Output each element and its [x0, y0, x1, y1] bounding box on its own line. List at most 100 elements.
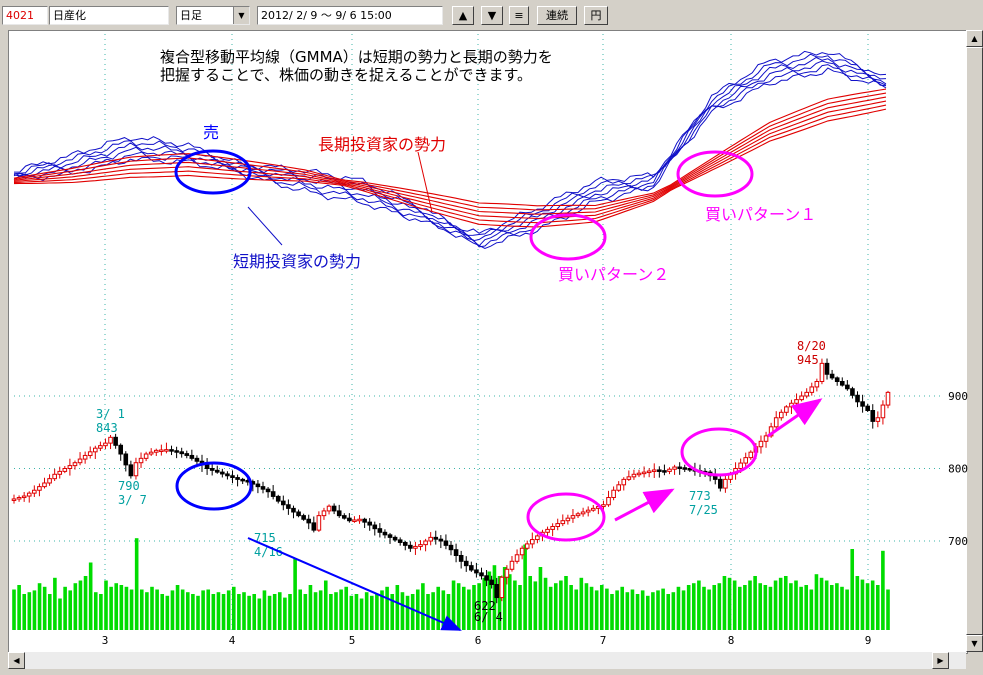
candle-body [123, 453, 129, 466]
candle-body [311, 522, 317, 531]
volume-bar [441, 590, 446, 630]
short-term-ma-line-3 [13, 56, 887, 242]
volume-bar [743, 585, 747, 630]
yen-button[interactable]: 円 [584, 6, 608, 25]
volume-bar [737, 586, 742, 630]
volume-bar [461, 586, 466, 630]
candle-body [804, 391, 809, 397]
stock-name-field[interactable]: 日産化 [49, 6, 169, 25]
scroll-up-button[interactable]: ▲ [452, 6, 474, 25]
candle-body [530, 539, 535, 545]
candle-body [296, 511, 301, 517]
volume-bar [27, 592, 32, 630]
candle-body [814, 381, 820, 388]
chevron-down-icon[interactable]: ▼ [233, 7, 249, 24]
volume-bar [180, 589, 185, 630]
volume-bar [334, 592, 338, 630]
scroll-up-arrow-icon[interactable]: ▲ [966, 30, 983, 47]
volume-bar [160, 594, 165, 630]
candle-body [143, 453, 149, 459]
candle-body [103, 442, 108, 447]
price-axis: 700 800 900 [948, 390, 968, 548]
candle-body [524, 543, 530, 549]
volume-bar [635, 594, 640, 630]
sell-circle-price [175, 461, 253, 511]
candle-body [255, 483, 261, 488]
candle-body [133, 462, 139, 477]
volume-bar [809, 589, 814, 630]
volume-bar [390, 594, 395, 630]
volume-bar [722, 576, 727, 630]
price-label-line-2: 3/ 7 [118, 493, 147, 507]
candle-body [758, 440, 764, 448]
candle-body [194, 457, 200, 462]
candle-body [138, 457, 144, 464]
candle-body [37, 486, 42, 491]
volume-bar [104, 580, 108, 630]
volume-bar [272, 594, 277, 630]
stock-code-field[interactable]: 4021 [2, 6, 48, 25]
candle-body [448, 544, 454, 551]
volume-bar [599, 585, 604, 630]
short-term-ma-line-4 [13, 53, 887, 236]
scroll-right-arrow-icon[interactable]: ▶ [932, 652, 949, 669]
menu-button[interactable]: ≡ [509, 6, 529, 25]
volume-bar [277, 592, 282, 630]
volume-bar [385, 586, 389, 630]
scroll-left-arrow-icon[interactable]: ◀ [8, 652, 25, 669]
volume-bar [671, 592, 676, 630]
volume-bar [53, 577, 57, 630]
continuous-button[interactable]: 連続 [537, 6, 577, 25]
candle-body [62, 468, 68, 472]
volume-bar [293, 558, 297, 630]
candle-body [16, 497, 22, 500]
candle-body [590, 507, 596, 511]
date-range-field[interactable]: 2012/ 2/ 9 ～ 9/ 6 15:00 [257, 6, 443, 25]
candle-body [47, 478, 52, 484]
candle-body [784, 406, 789, 413]
candle-body [606, 497, 611, 506]
buy-circle-price-1 [526, 492, 606, 542]
volume-bar [482, 577, 487, 630]
scroll-down-button[interactable]: ▼ [481, 6, 503, 25]
candle-body [616, 484, 621, 491]
volume-bar [354, 594, 359, 630]
short-term-pointer [247, 206, 283, 246]
candle-body [428, 536, 433, 542]
candle-body [42, 482, 47, 488]
chart-panel [8, 30, 968, 654]
long-term-ma-line-5 [13, 88, 887, 207]
volume-bar [410, 594, 415, 630]
volume-bar [303, 594, 308, 630]
candle-body [839, 381, 845, 386]
volume-bar [73, 583, 78, 630]
volume-bar [753, 576, 757, 630]
volume-bar [221, 594, 226, 630]
short-term-ma-line-1 [13, 64, 887, 248]
candle-body [641, 471, 647, 475]
volume-bar [758, 583, 763, 630]
period-select[interactable]: 日足 ▼ [176, 6, 250, 25]
volume-bar [533, 581, 538, 630]
candle-body [347, 517, 352, 522]
buy-pattern-2-circle [529, 213, 607, 261]
candle-body [646, 470, 652, 474]
sell-circle-top [174, 149, 252, 195]
price-label-line-2: 6/ 4 [474, 610, 503, 624]
month-tick-label: 9 [865, 634, 872, 647]
description-line-2: 把握することで、株価の動きを捉えることができます。 [160, 66, 532, 84]
vertical-scrollbar[interactable]: ▲ ▼ [966, 30, 983, 652]
volume-bar [697, 580, 701, 630]
long-term-ma-line-3 [13, 96, 887, 215]
volume-bar [17, 585, 21, 630]
candle-body [809, 386, 815, 393]
candle-body [611, 489, 616, 498]
volume-bar [93, 592, 98, 630]
horizontal-scrollbar[interactable]: ◀ ▶ [8, 652, 966, 669]
candle-body [260, 486, 266, 490]
volume-bar [329, 594, 333, 630]
candle-body [789, 402, 794, 408]
candle-body [438, 538, 444, 542]
volume-bar [364, 592, 369, 630]
